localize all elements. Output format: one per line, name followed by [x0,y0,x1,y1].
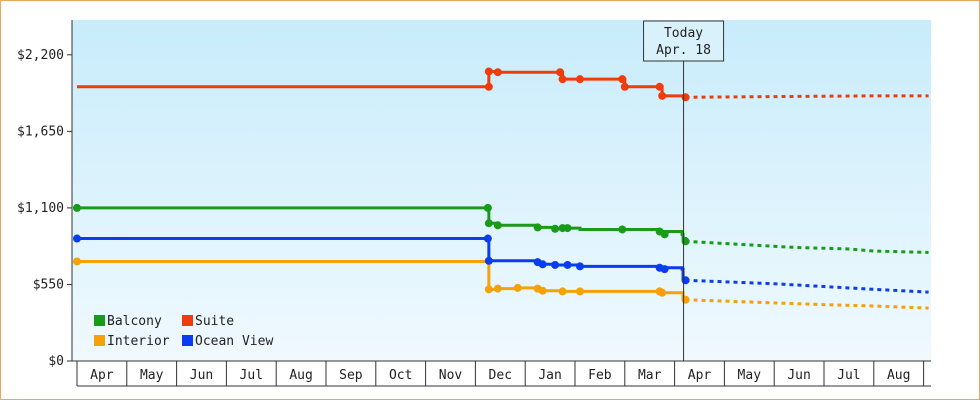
y-tick-label: $0 [48,354,64,369]
x-month-label: Mar [638,368,662,383]
x-month-label: May [140,368,164,383]
series-layer [73,67,929,310]
x-month-label: Nov [439,368,463,383]
series-forecast-line [685,278,929,294]
data-point [660,230,669,239]
x-month-label: Jan [538,368,561,383]
series-suite [77,67,929,102]
data-point [618,225,627,234]
data-point [513,283,522,292]
y-tick-label: $550 [33,277,64,292]
data-point [655,82,664,91]
legend-swatch [182,335,193,346]
x-month-label: Sep [339,368,363,383]
series-balcony [73,203,929,254]
x-month-label: Aug [887,368,910,383]
series-forecast-line [685,298,929,310]
legend-swatch [94,315,105,326]
data-point [484,67,493,76]
legend-swatch [182,315,193,326]
data-point [533,223,542,232]
x-month-label: Dec [489,368,512,383]
data-point [681,237,690,246]
today-box [643,20,725,62]
data-point [538,286,547,295]
data-point [484,219,493,228]
today-marker: Today Apr. 18 [643,20,725,361]
data-point [620,82,629,91]
data-point [484,285,493,294]
x-month-label: Jun [190,368,213,383]
legend-label: Interior [107,334,170,349]
series-interior [73,257,929,310]
series-forecast-line [685,239,929,254]
legend-label: Suite [195,314,234,329]
data-point [658,91,667,100]
legend-label: Balcony [107,314,162,329]
data-point [484,256,493,265]
x-month-label: Feb [588,368,612,383]
data-point [493,68,502,77]
today-label: Today [664,26,703,41]
data-point [558,75,567,84]
data-point [681,276,690,285]
data-point [563,224,572,233]
x-month-label: Jul [837,368,860,383]
series-ocean-view [73,234,929,294]
legend-label: Ocean View [195,334,273,349]
series-forecast-line [685,94,929,99]
data-point [658,288,667,297]
data-point [575,287,584,296]
data-point [493,221,502,230]
data-point [538,260,547,269]
data-point [556,68,565,77]
plot-area [72,20,931,361]
data-point [618,75,627,84]
data-point [575,75,584,84]
data-point [493,284,502,293]
data-point [681,93,690,102]
data-point [660,265,669,274]
x-month-label: Aug [289,368,312,383]
x-month-label: Jul [240,368,263,383]
data-point [73,257,81,266]
x-month-label: Jun [787,368,810,383]
x-month-label: Apr [688,368,712,383]
data-point [483,203,492,212]
data-point [575,262,584,271]
data-point [563,260,572,269]
data-point [558,287,567,296]
today-date-label: Apr. 18 [656,43,711,58]
data-point [73,203,81,212]
legend-swatch [94,335,105,346]
data-point [551,260,560,269]
data-point [73,234,81,243]
y-tick-label: $1,650 [17,124,64,139]
x-month-label: Apr [90,368,114,383]
x-month-label: Oct [389,368,412,383]
data-point [551,224,560,233]
x-axis: Apr May Jun Jul Aug Sep Oct Nov Dec Jan Feb Mar Apr M… [72,360,931,387]
data-point [681,295,690,304]
x-month-label: May [738,368,762,383]
data-point [483,234,492,243]
data-point [484,82,493,91]
y-tick-label: $2,200 [17,48,64,63]
y-axis: $0 $550 $1,100 $1,650 $2,200 [17,20,73,369]
legend: Balcony Suite Interior Ocean View [94,314,273,349]
y-tick-label: $1,100 [17,201,64,216]
